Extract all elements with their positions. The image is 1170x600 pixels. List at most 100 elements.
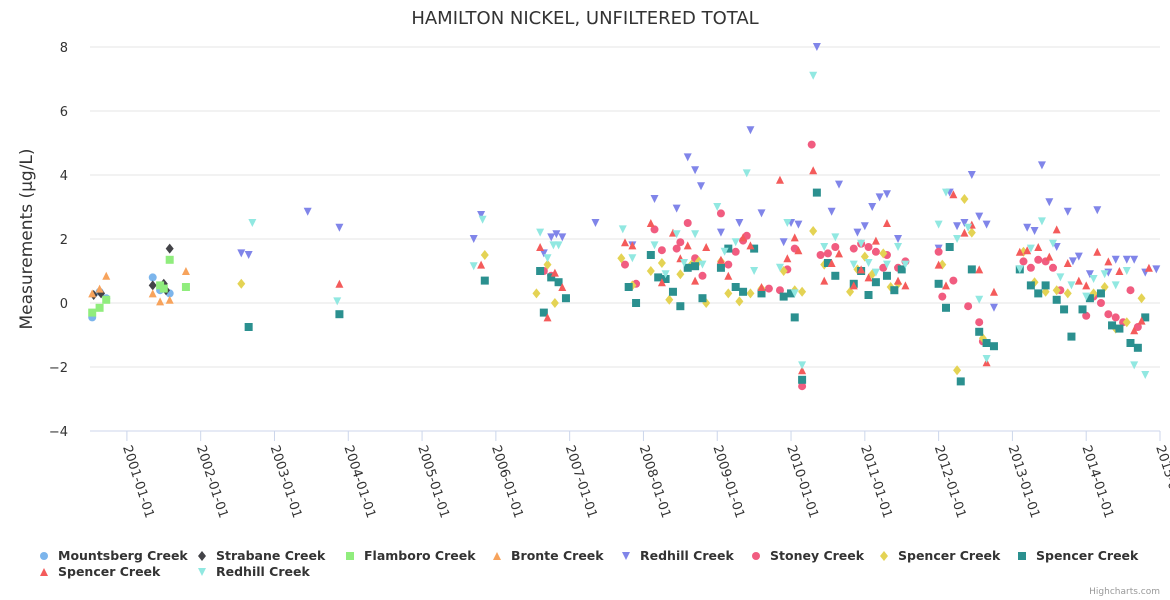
data-point-redhill-creek[interactable] (794, 220, 803, 229)
data-point-redhill-creek[interactable] (477, 211, 486, 219)
data-point-spencer-creek[interactable] (879, 248, 888, 259)
data-point-redhill-creek[interactable] (975, 212, 984, 221)
data-point-stoney-creek[interactable] (724, 260, 733, 269)
data-point-spencer-creek[interactable] (547, 273, 556, 282)
data-point-redhill-creek[interactable] (1026, 244, 1035, 253)
data-point-redhill-creek[interactable] (757, 209, 766, 218)
data-point-spencer-creek[interactable] (982, 339, 991, 347)
data-point-spencer-creek[interactable] (1063, 288, 1072, 299)
data-point-stoney-creek[interactable] (650, 225, 659, 234)
data-point-redhill-creek[interactable] (868, 203, 877, 211)
data-point-redhill-creek[interactable] (333, 297, 342, 306)
data-point-redhill-creek[interactable] (244, 251, 253, 259)
data-point-spencer-creek[interactable] (628, 241, 637, 250)
data-point-spencer-creek[interactable] (934, 279, 943, 288)
data-point-redhill-creek[interactable] (683, 153, 692, 162)
data-point-spencer-creek[interactable] (849, 281, 858, 290)
data-point-redhill-creek[interactable] (750, 267, 759, 275)
data-point-spencer-creek[interactable] (691, 276, 700, 285)
data-point-stoney-creek[interactable] (1019, 257, 1028, 266)
data-point-spencer-creek[interactable] (550, 298, 559, 308)
data-point-spencer-creek[interactable] (945, 243, 954, 251)
data-point-spencer-creek[interactable] (668, 287, 677, 296)
data-point-spencer-creek[interactable] (1133, 343, 1142, 352)
data-point-redhill-creek[interactable] (812, 43, 821, 51)
legend-item-strabane-creek[interactable]: Strabane Creek (198, 548, 326, 563)
data-point-spencer-creek[interactable] (831, 271, 840, 280)
data-point-redhill-creek[interactable] (901, 260, 910, 269)
data-point-redhill-creek[interactable] (1049, 239, 1057, 248)
data-point-spencer-creek[interactable] (790, 313, 799, 322)
data-point-spencer-creek[interactable] (735, 296, 744, 307)
data-point-stoney-creek[interactable] (864, 243, 873, 251)
data-point-spencer-creek[interactable] (724, 244, 733, 253)
data-point-spencer-creek[interactable] (1122, 317, 1131, 328)
data-point-stoney-creek[interactable] (831, 243, 840, 251)
data-point-flamboro-creek[interactable] (88, 308, 97, 317)
data-point-redhill-creek[interactable] (539, 249, 548, 258)
data-point-spencer-creek[interactable] (335, 279, 344, 288)
data-point-bronte-creek[interactable] (156, 297, 165, 306)
legend-item-stoney-creek[interactable]: Stoney Creek (752, 548, 865, 563)
data-point-spencer-creek[interactable] (901, 281, 910, 290)
data-point-redhill-creek[interactable] (960, 219, 969, 227)
data-point-redhill-creek[interactable] (591, 219, 600, 227)
data-point-redhill-creek[interactable] (775, 263, 784, 272)
data-point-spencer-creek[interactable] (942, 303, 950, 312)
data-point-redhill-creek[interactable] (650, 195, 659, 203)
data-point-redhill-creek[interactable] (1045, 198, 1054, 207)
data-point-redhill-creek[interactable] (237, 249, 246, 258)
data-point-spencer-creek[interactable] (1126, 339, 1135, 347)
data-point-redhill-creek[interactable] (742, 169, 751, 178)
data-point-spencer-creek[interactable] (543, 259, 552, 270)
data-point-flamboro-creek[interactable] (102, 295, 111, 304)
data-point-spencer-creek[interactable] (1052, 295, 1061, 304)
data-point-stoney-creek[interactable] (938, 292, 947, 301)
legend-item-redhill-creek[interactable]: Redhill Creek (198, 564, 310, 579)
data-point-stoney-creek[interactable] (672, 244, 681, 253)
data-point-redhill-creek[interactable] (942, 188, 950, 197)
data-point-redhill-creek[interactable] (857, 239, 866, 248)
data-point-redhill-creek[interactable] (798, 361, 807, 370)
data-point-spencer-creek[interactable] (532, 288, 541, 299)
data-point-redhill-creek[interactable] (783, 219, 792, 227)
data-point-strabane-creek[interactable] (165, 243, 174, 254)
data-point-spencer-creek[interactable] (237, 278, 246, 289)
data-point-spencer-creek[interactable] (691, 262, 700, 271)
data-point-redhill-creek[interactable] (831, 233, 840, 242)
data-point-redhill-creek[interactable] (558, 233, 567, 242)
data-point-redhill-creek[interactable] (1111, 255, 1120, 264)
data-point-spencer-creek[interactable] (989, 342, 998, 351)
data-point-stoney-creek[interactable] (1082, 311, 1091, 320)
data-point-spencer-creek[interactable] (1085, 294, 1094, 303)
data-point-redhill-creek[interactable] (1111, 281, 1120, 290)
data-point-stoney-creek[interactable] (775, 286, 784, 295)
data-point-redhill-creek[interactable] (1052, 243, 1061, 251)
legend-item-spencer-creek[interactable]: Spencer Creek (880, 548, 1001, 563)
data-point-strabane-creek[interactable] (148, 280, 157, 291)
data-point-spencer-creek[interactable] (827, 259, 836, 267)
data-point-stoney-creek[interactable] (1034, 255, 1043, 264)
data-point-redhill-creek[interactable] (1130, 361, 1139, 370)
data-point-spencer-creek[interactable] (1026, 281, 1035, 290)
data-point-stoney-creek[interactable] (1049, 263, 1057, 272)
data-point-redhill-creek[interactable] (746, 126, 755, 135)
data-point-spencer-creek[interactable] (550, 268, 559, 277)
data-point-redhill-creek[interactable] (1037, 217, 1046, 226)
data-point-spencer-creek[interactable] (1096, 289, 1105, 298)
data-point-spencer-creek[interactable] (775, 175, 784, 184)
data-point-redhill-creek[interactable] (953, 222, 962, 231)
data-point-redhill-creek[interactable] (697, 182, 706, 191)
data-point-spencer-creek[interactable] (646, 266, 655, 276)
credits-link[interactable]: Highcharts.com (1089, 587, 1160, 597)
data-point-redhill-creek[interactable] (1082, 292, 1091, 301)
data-point-spencer-creek[interactable] (702, 243, 711, 251)
data-point-redhill-creek[interactable] (967, 171, 976, 179)
data-point-stoney-creek[interactable] (716, 209, 725, 218)
data-point-flamboro-creek[interactable] (181, 283, 190, 291)
data-point-spencer-creek[interactable] (857, 265, 866, 274)
data-point-spencer-creek[interactable] (871, 278, 880, 287)
legend-item-bronte-creek[interactable]: Bronte Creek (493, 548, 604, 563)
data-point-redhill-creek[interactable] (1030, 227, 1039, 235)
data-point-redhill-creek[interactable] (875, 193, 884, 202)
